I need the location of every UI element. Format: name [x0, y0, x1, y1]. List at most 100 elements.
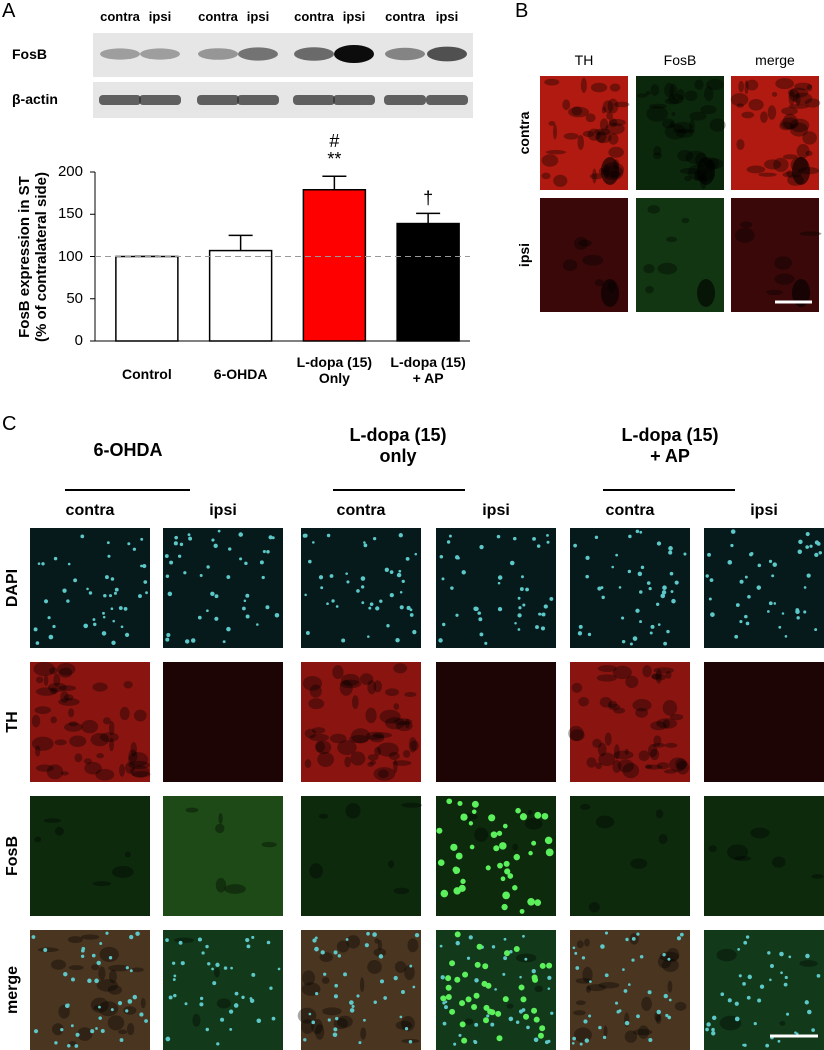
cell [445, 984, 452, 991]
texture [37, 947, 59, 952]
texture [68, 1040, 77, 1047]
cell [256, 623, 259, 626]
cell [621, 639, 626, 644]
cell [259, 560, 264, 565]
cell [165, 1036, 171, 1042]
texture [563, 132, 579, 140]
cell [742, 1043, 745, 1047]
cell [705, 1027, 709, 1032]
cell [312, 938, 317, 943]
cell [327, 1018, 331, 1022]
cell [573, 543, 577, 548]
cell [766, 610, 770, 613]
cell [747, 594, 751, 599]
texture [392, 760, 412, 766]
texture [607, 700, 618, 709]
texture [119, 764, 125, 777]
texture [304, 728, 317, 739]
micrograph [436, 662, 556, 782]
cell [512, 885, 518, 891]
cell [668, 998, 672, 1002]
cell [532, 976, 539, 983]
cell [444, 1000, 448, 1004]
ventricle [792, 157, 810, 185]
cell [676, 936, 682, 941]
group-label: 6-OHDA [93, 440, 163, 460]
texture [645, 764, 653, 769]
cell [524, 957, 528, 961]
texture [799, 960, 818, 967]
cell [110, 1008, 114, 1012]
micrograph [301, 796, 421, 916]
cell [636, 1014, 640, 1019]
texture [795, 93, 801, 106]
cell [172, 978, 176, 981]
cell [474, 1022, 479, 1027]
texture [679, 167, 701, 175]
cell [375, 606, 380, 611]
bar [208, 249, 273, 342]
cell [517, 613, 522, 618]
texture [98, 1001, 119, 1017]
cell [138, 594, 142, 599]
lane-label: contra [385, 9, 425, 24]
texture [314, 741, 325, 753]
cell [744, 575, 748, 579]
cell [668, 550, 673, 555]
texture [393, 703, 400, 710]
cell [187, 533, 191, 537]
cell [205, 944, 209, 949]
cell [95, 1027, 98, 1030]
texture [655, 668, 662, 684]
texture [34, 706, 52, 715]
ventricle [601, 279, 619, 307]
texture [576, 940, 584, 949]
cell [104, 575, 109, 580]
texture [118, 1029, 128, 1035]
texture [95, 768, 115, 781]
cell [399, 591, 403, 594]
cell [809, 544, 813, 548]
cell [168, 995, 173, 1000]
texture [388, 860, 395, 869]
texture [745, 79, 759, 91]
side-label: ipsi [209, 502, 237, 519]
cell [640, 565, 645, 570]
cell [635, 608, 640, 613]
cell [600, 586, 604, 590]
texture [43, 818, 62, 823]
cell [604, 973, 609, 978]
texture [60, 691, 69, 703]
cell [249, 997, 253, 1000]
cell [534, 811, 542, 819]
texture [131, 771, 151, 778]
cell [142, 564, 147, 569]
micrograph [163, 528, 283, 648]
texture [214, 967, 220, 978]
texture [588, 902, 600, 913]
texture [367, 960, 382, 974]
cell [64, 1003, 70, 1009]
cell [188, 536, 193, 541]
cell [333, 950, 338, 955]
cell [503, 956, 508, 961]
cell [531, 840, 537, 846]
texture [614, 101, 630, 108]
cell [485, 865, 491, 871]
texture [647, 744, 658, 758]
texture [642, 665, 652, 678]
cell [468, 821, 474, 826]
cell [366, 931, 370, 936]
texture [787, 87, 809, 98]
micrograph [704, 796, 824, 916]
cell [212, 981, 217, 986]
cell [213, 543, 218, 548]
texture [90, 997, 109, 1013]
texture [336, 940, 350, 953]
texture [601, 106, 606, 114]
texture [652, 743, 666, 748]
cell [488, 814, 496, 822]
cell [311, 1020, 316, 1025]
texture [789, 118, 810, 133]
